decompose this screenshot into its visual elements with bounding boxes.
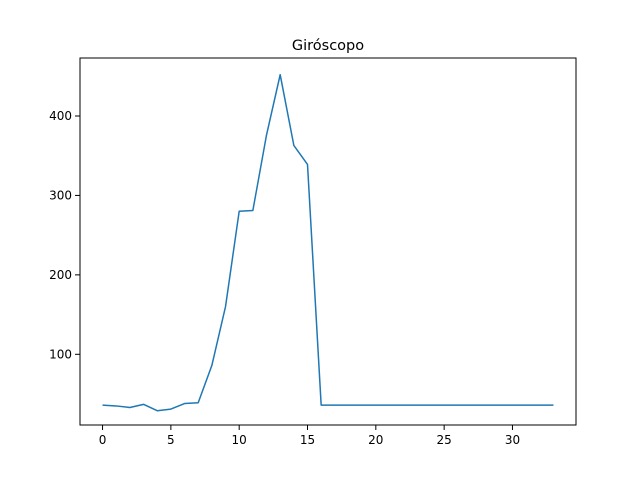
axes-frame [79,57,577,426]
y-tick-label: 300 [49,188,72,202]
chart-title: Giróscopo [292,38,364,54]
series-layer [102,73,554,412]
y-axis-ticks: 100 200 300 400 [49,109,80,361]
y-tick-label: 200 [49,268,72,282]
y-tick-label: 400 [49,109,72,123]
x-tick-label: 15 [300,433,315,447]
x-tick-label: 25 [437,433,452,447]
series-line [102,73,554,412]
y-tick-label: 100 [49,347,72,361]
x-tick-label: 0 [99,433,107,447]
x-tick-label: 20 [368,433,383,447]
x-tick-label: 30 [505,433,520,447]
x-tick-label: 5 [167,433,175,447]
x-axis-ticks: 0 5 10 15 20 25 30 [99,425,520,447]
x-tick-label: 10 [232,433,247,447]
